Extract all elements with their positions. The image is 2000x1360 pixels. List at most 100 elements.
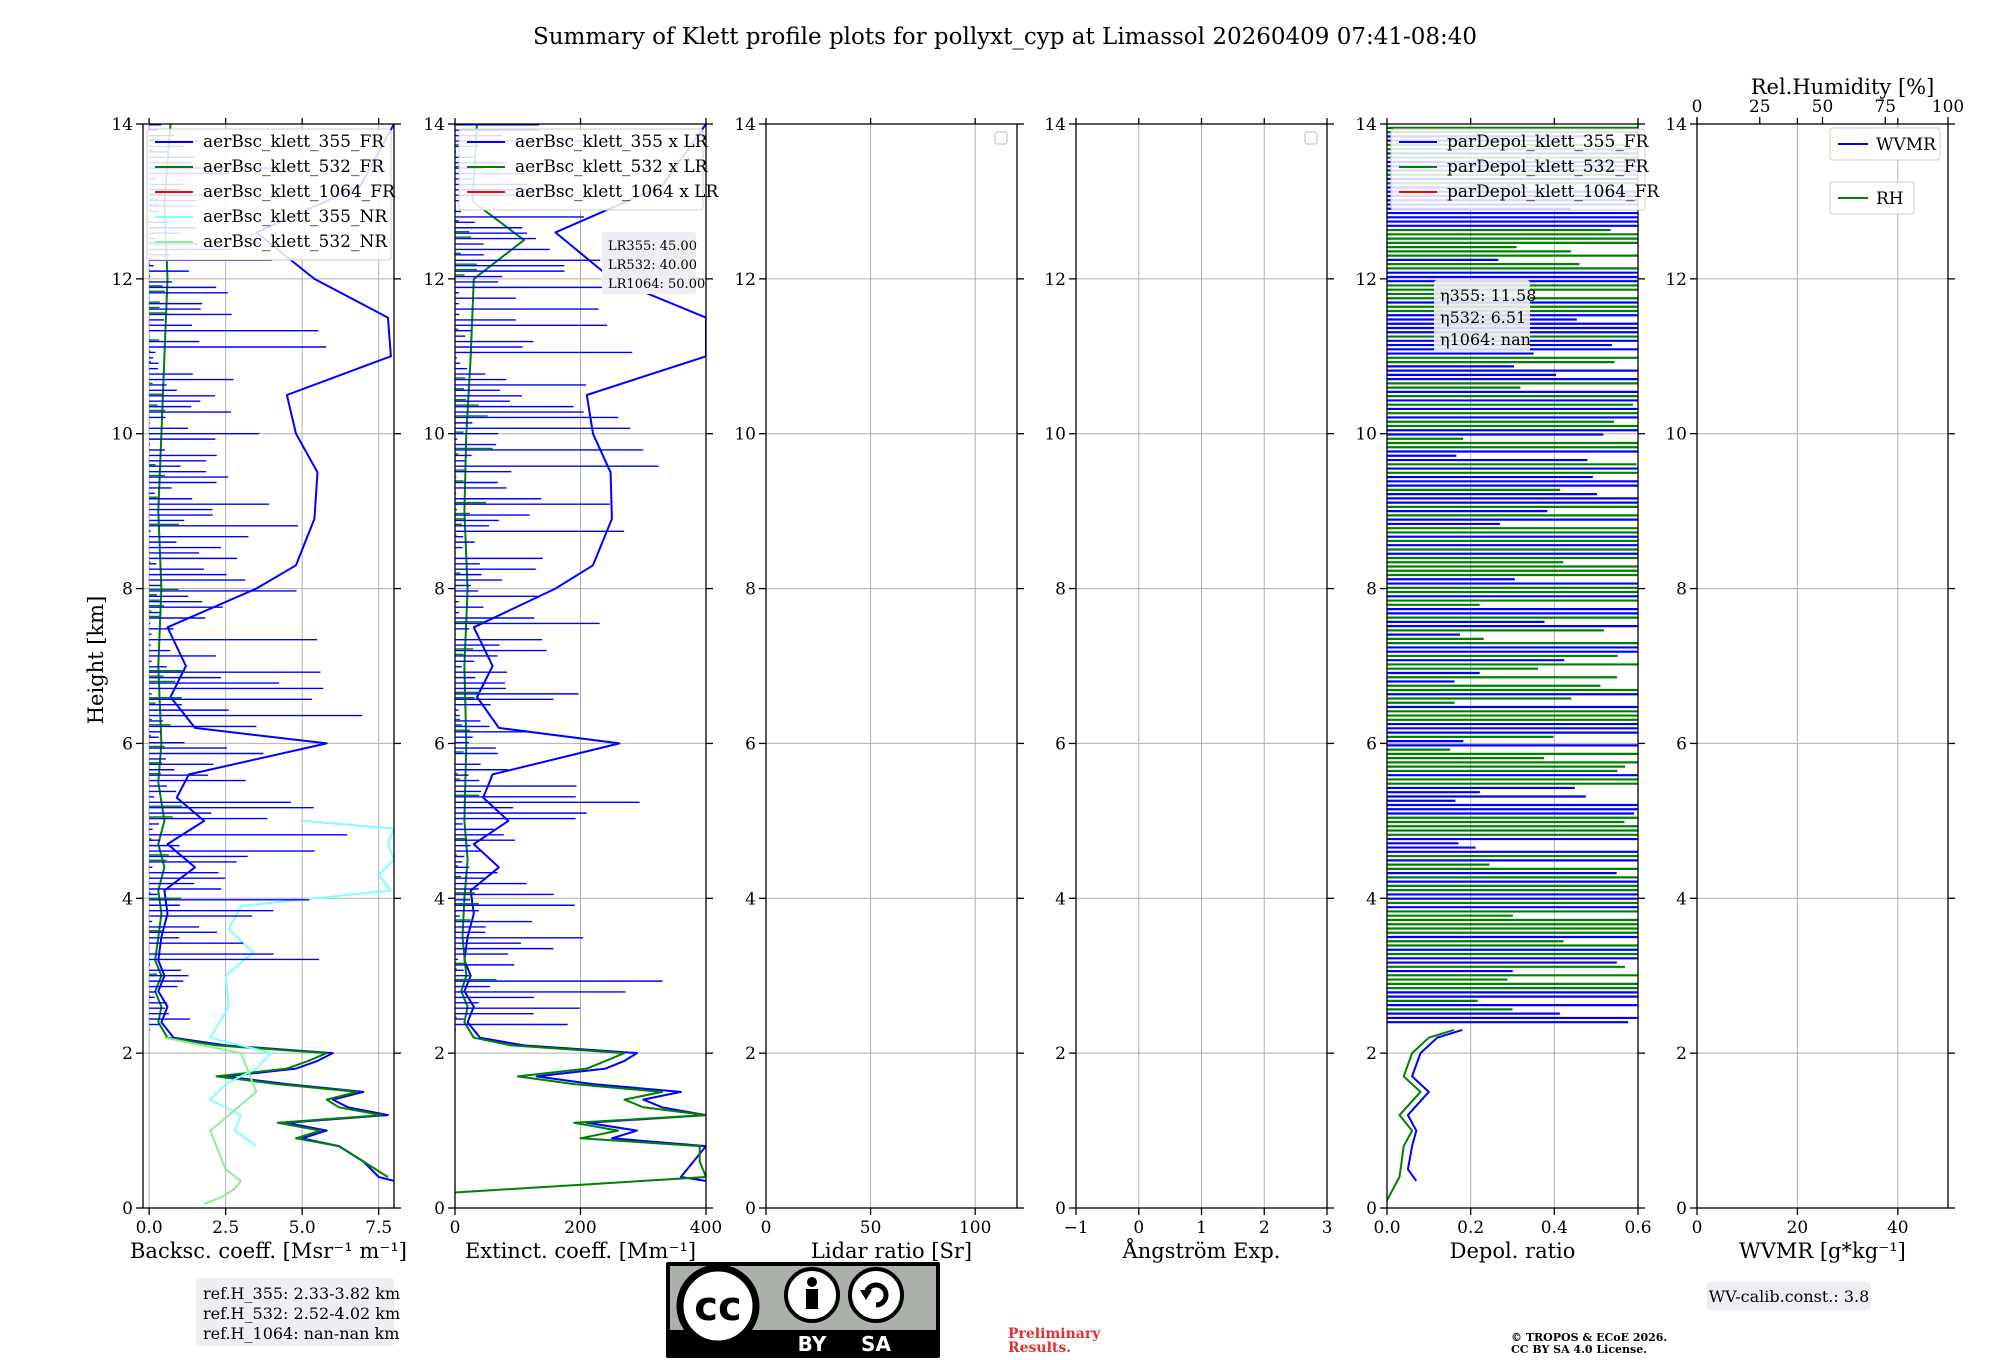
axes-frame [1696, 123, 1949, 1209]
legend-entry: aerBsc_klett_532_FR [203, 157, 385, 177]
ref-height-annotation: ref.H_355: 2.33-3.82 km ref.H_532: 2.52-… [196, 1278, 400, 1346]
ytick-label: 0 [745, 1199, 756, 1219]
preliminary-line-1: Preliminary [1008, 1326, 1101, 1342]
ytick-label: 0 [1366, 1199, 1377, 1219]
ytick-label: 12 [734, 270, 756, 290]
cc-logo-text: cc [694, 1284, 741, 1330]
ytick-label: 12 [1665, 270, 1687, 290]
lr-label: LR532: 40.00 [608, 258, 697, 273]
xlabel-depol: Depol. ratio [1450, 1239, 1576, 1263]
xtick-label: 2.5 [212, 1218, 239, 1238]
ytick-label: 10 [423, 425, 445, 445]
plot-area [455, 124, 706, 1194]
legend-entry: parDepol_klett_355_FR [1447, 132, 1650, 152]
ytick-label: 14 [734, 115, 756, 135]
lr-label: LR355: 45.00 [608, 239, 697, 254]
xtick-label: 5.0 [289, 1218, 316, 1238]
ytick-label: 8 [434, 580, 445, 600]
series-aerBsc_klett_532_NR [164, 1036, 258, 1206]
ytick-label: 6 [122, 734, 133, 754]
ytick-label: 14 [1044, 115, 1066, 135]
ytick-label: 6 [1366, 734, 1377, 754]
axes-frame [142, 123, 395, 1209]
legend-entry: parDepol_klett_1064_FR [1447, 182, 1660, 202]
axes-frame [765, 123, 1018, 1209]
ytick-label: 12 [1044, 270, 1066, 290]
ytick-label: 8 [1055, 580, 1066, 600]
xtick-label: 400 [690, 1218, 722, 1238]
xlabel-angstrom: Ångström Exp. [1122, 1238, 1281, 1263]
ytick-label: 12 [1355, 270, 1377, 290]
copyright-line-1: © TROPOS & ECoE 2026. [1511, 1331, 1667, 1344]
legend-entry: aerBsc_klett_1064_FR [203, 182, 396, 202]
ytick-label: 2 [122, 1044, 133, 1064]
xtick-label: 20 [1787, 1218, 1809, 1238]
eta-label: η1064: nan [1440, 330, 1531, 349]
xtick-label: 7.5 [365, 1218, 392, 1238]
series-parDepol_klett_532_FR [1387, 1028, 1455, 1201]
legend-entry: aerBsc_klett_355 x LR [515, 132, 709, 152]
legend-entry: aerBsc_klett_355_NR [203, 207, 388, 227]
ytick-label: 10 [1665, 425, 1687, 445]
ytick-label: 4 [1366, 889, 1377, 909]
plot-area [149, 124, 394, 1206]
plot-area [1387, 126, 1638, 1201]
series-aerBsc_klett_355_NR [209, 819, 394, 1147]
copyright-line-2: CC BY SA 4.0 License. [1511, 1343, 1647, 1356]
y-axis-label: Height [km] [84, 596, 108, 725]
ref-h-1064: ref.H_1064: nan-nan km [203, 1324, 399, 1343]
xtick-label: 0 [1133, 1218, 1144, 1238]
xtick-label: 40 [1887, 1218, 1909, 1238]
xtick-label: 0 [1692, 1218, 1703, 1238]
ytick-label: 6 [434, 734, 445, 754]
ytick-label: 12 [423, 270, 445, 290]
ytick-label: 2 [1676, 1044, 1687, 1064]
xlabel-extinction: Extinct. coeff. [Mm⁻¹] [465, 1239, 696, 1263]
series-aerBsc_klett_532_FR [154, 124, 389, 1178]
xlabel-lidar-ratio: Lidar ratio [Sr] [811, 1239, 972, 1263]
legend-box [1829, 127, 1941, 161]
xtick-label: 0.0 [1373, 1218, 1400, 1238]
ytick-label: 4 [434, 889, 445, 909]
xtick-label: −1 [1063, 1218, 1088, 1238]
series-aerBsc_klett_355_FR [157, 124, 394, 1182]
top-xtick-label: 50 [1812, 97, 1834, 117]
xtick-label: 0.6 [1624, 1218, 1651, 1238]
ytick-label: 14 [423, 115, 445, 135]
top-xlabel: Rel.Humidity [%] [1751, 75, 1935, 99]
ytick-label: 8 [122, 580, 133, 600]
xlabel-backscatter: Backsc. coeff. [Msr⁻¹ m⁻¹] [130, 1239, 407, 1263]
ytick-label: 10 [111, 425, 133, 445]
legend-box [1390, 128, 1646, 211]
legend-box [1829, 181, 1915, 215]
empty-legend [1304, 131, 1318, 145]
xtick-label: 0.4 [1541, 1218, 1568, 1238]
legend-entry: WVMR [1876, 135, 1937, 155]
wv-calib-annotation: WV-calib.const.: 3.8 [1707, 1282, 1871, 1310]
legend-entry: RH [1876, 189, 1904, 209]
ytick-label: 2 [745, 1044, 756, 1064]
ytick-label: 6 [1676, 734, 1687, 754]
lr-label: LR1064: 50.00 [608, 277, 705, 292]
eta-label: η355: 11.58 [1440, 286, 1536, 305]
ytick-label: 10 [1044, 425, 1066, 445]
ytick-label: 4 [745, 889, 756, 909]
xtick-label: 0.0 [136, 1218, 163, 1238]
xtick-label: 50 [860, 1218, 882, 1238]
axes-frame [1386, 123, 1639, 1209]
ytick-label: 2 [1055, 1044, 1066, 1064]
legend-entry: parDepol_klett_532_FR [1447, 157, 1650, 177]
ref-h-532: ref.H_532: 2.52-4.02 km [203, 1304, 400, 1323]
ytick-label: 10 [734, 425, 756, 445]
panel-depol: 0 2 4 6 8 10 12 14 0.0 0.2 0.4 0.6 Depol. ratio parDe… [1355, 115, 1660, 1263]
ytick-label: 2 [434, 1044, 445, 1064]
preliminary-line-2: Results. [1008, 1340, 1071, 1356]
xtick-label: 2 [1259, 1218, 1270, 1238]
ytick-label: 4 [122, 889, 133, 909]
ytick-label: 6 [745, 734, 756, 754]
xtick-label: 100 [959, 1218, 991, 1238]
cc-license-badge: cc BY SA [666, 1262, 940, 1358]
